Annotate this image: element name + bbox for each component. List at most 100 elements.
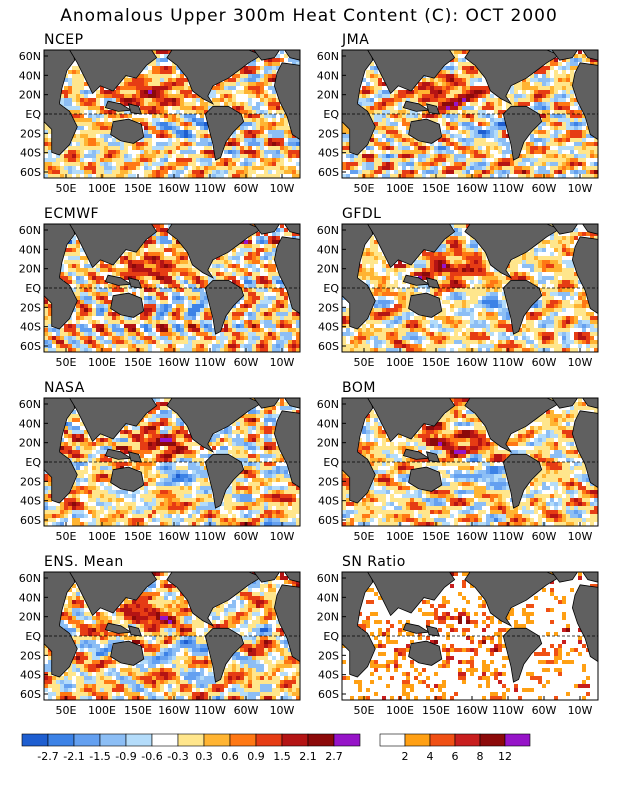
heat-cell	[256, 244, 260, 248]
heat-cell	[280, 130, 284, 134]
heat-cell	[176, 106, 180, 110]
heat-cell	[582, 58, 586, 62]
heat-cell	[518, 86, 522, 90]
heat-cell	[256, 324, 260, 328]
heat-cell	[280, 344, 284, 348]
heat-cell	[450, 78, 454, 82]
heat-cell	[582, 320, 586, 324]
heat-cell	[184, 162, 188, 166]
heat-cell	[208, 280, 212, 284]
heat-cell	[342, 348, 346, 352]
heat-cell	[474, 142, 478, 146]
heat-cell	[44, 312, 48, 316]
heat-cell	[378, 154, 382, 158]
heat-cell	[502, 344, 506, 348]
heat-cell	[48, 340, 52, 344]
heat-cell	[470, 82, 474, 86]
heat-cell	[148, 62, 152, 66]
heat-cell	[168, 324, 172, 328]
heat-cell	[570, 260, 574, 264]
heat-cell	[466, 276, 470, 280]
heat-cell	[232, 82, 236, 86]
heat-cell	[574, 122, 578, 126]
heat-cell	[434, 150, 438, 154]
heat-cell	[116, 94, 120, 98]
heat-cell	[522, 158, 526, 162]
heat-cell	[370, 114, 374, 118]
heat-cell	[522, 340, 526, 344]
heat-cell	[180, 154, 184, 158]
heat-cell	[84, 312, 88, 316]
heat-cell	[56, 348, 60, 352]
heat-cell	[172, 272, 176, 276]
heat-cell	[422, 324, 426, 328]
heat-cell	[466, 126, 470, 130]
heat-cell	[546, 344, 550, 348]
heat-cell	[538, 248, 542, 252]
heat-cell	[84, 288, 88, 292]
heat-cell	[534, 280, 538, 284]
heat-cell	[410, 154, 414, 158]
heat-cell	[350, 162, 354, 166]
heat-cell	[426, 114, 430, 118]
heat-cell	[426, 166, 430, 170]
heat-cell	[442, 256, 446, 260]
heat-cell	[414, 268, 418, 272]
heat-cell	[256, 300, 260, 304]
heat-cell	[374, 328, 378, 332]
heat-cell	[104, 150, 108, 154]
heat-cell	[418, 102, 422, 106]
heat-cell	[152, 260, 156, 264]
heat-cell	[292, 58, 296, 62]
heat-cell	[554, 288, 558, 292]
heat-cell	[378, 336, 382, 340]
heat-cell	[450, 320, 454, 324]
heat-cell	[248, 70, 252, 74]
heat-cell	[92, 320, 96, 324]
heat-cell	[466, 50, 470, 54]
heat-cell	[482, 296, 486, 300]
heat-cell	[224, 98, 228, 102]
heat-cell	[490, 154, 494, 158]
heat-cell	[88, 110, 92, 114]
heat-cell	[136, 158, 140, 162]
heat-cell	[478, 166, 482, 170]
heat-cell	[554, 268, 558, 272]
heat-cell	[494, 134, 498, 138]
heat-cell	[164, 264, 168, 268]
heat-cell	[550, 170, 554, 174]
heat-cell	[44, 126, 48, 130]
heat-cell	[342, 134, 346, 138]
heat-cell	[362, 328, 366, 332]
heat-cell	[474, 74, 478, 78]
heat-cell	[566, 244, 570, 248]
heat-cell	[578, 232, 582, 236]
heat-cell	[88, 332, 92, 336]
heat-cell	[586, 130, 590, 134]
heat-cell	[84, 142, 88, 146]
heat-cell	[342, 336, 346, 340]
heat-cell	[538, 264, 542, 268]
heat-cell	[80, 344, 84, 348]
heat-cell	[292, 328, 296, 332]
heat-cell	[232, 328, 236, 332]
heat-cell	[172, 106, 176, 110]
heat-cell	[386, 162, 390, 166]
heat-cell	[168, 304, 172, 308]
heat-cell	[84, 348, 88, 352]
heat-cell	[450, 276, 454, 280]
heat-cell	[92, 332, 96, 336]
heat-cell	[362, 272, 366, 276]
heat-cell	[228, 312, 232, 316]
heat-cell	[188, 94, 192, 98]
heat-cell	[148, 162, 152, 166]
heat-cell	[264, 332, 268, 336]
heat-cell	[164, 154, 168, 158]
heat-cell	[248, 170, 252, 174]
heat-cell	[478, 126, 482, 130]
heat-cell	[566, 248, 570, 252]
heat-cell	[494, 324, 498, 328]
heat-cell	[240, 312, 244, 316]
heat-cell	[486, 316, 490, 320]
heat-cell	[48, 146, 52, 150]
